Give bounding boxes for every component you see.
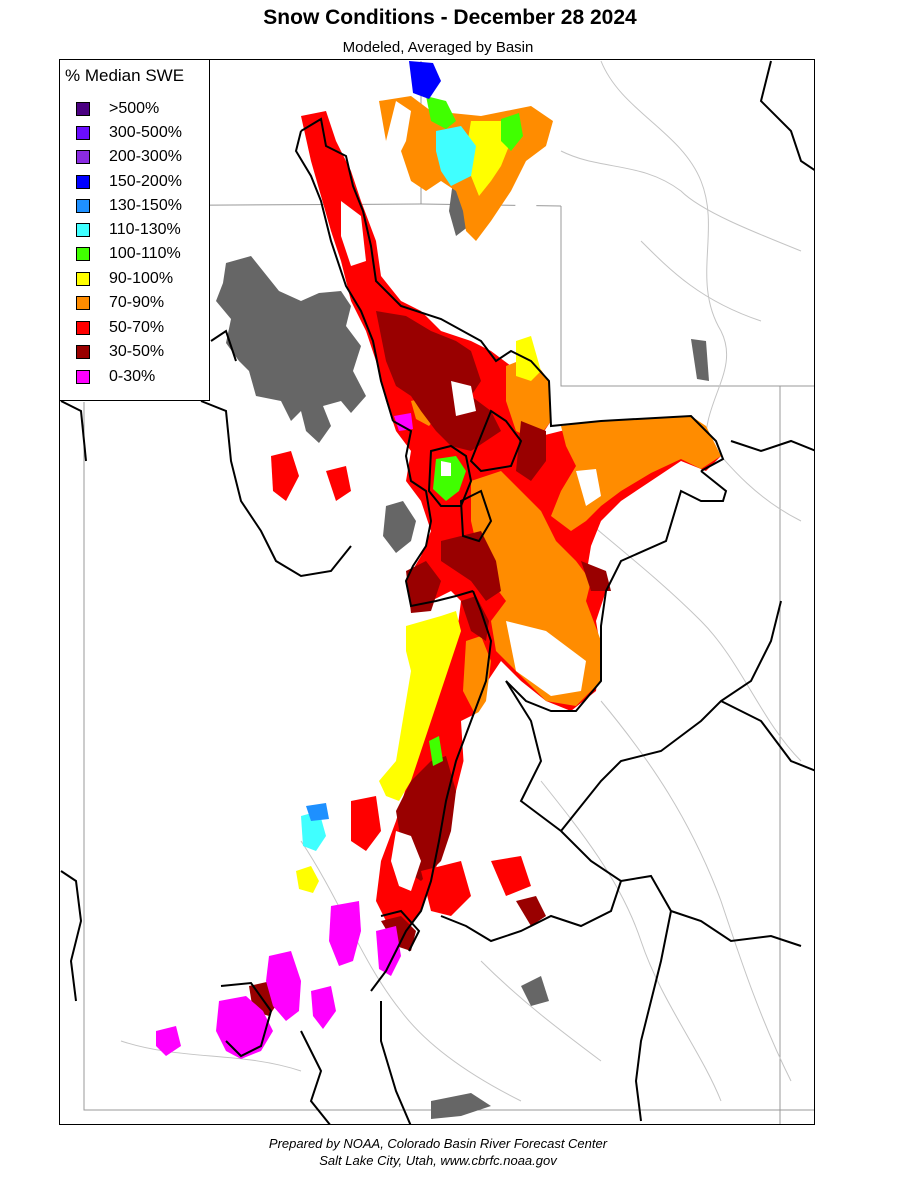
legend-item: 300-500%: [76, 122, 182, 144]
legend-label: 70-90%: [109, 294, 165, 311]
legend-swatch: [76, 370, 90, 384]
legend-label: 110-130%: [109, 221, 181, 238]
legend-item: 200-300%: [76, 146, 182, 168]
legend-item: 130-150%: [76, 195, 182, 217]
legend-label: 0-30%: [109, 368, 156, 385]
legend-swatch: [76, 345, 90, 359]
legend-item: 90-100%: [76, 268, 173, 290]
legend-label: 50-70%: [109, 319, 165, 336]
legend-item: 70-90%: [76, 292, 164, 314]
legend-swatch: [76, 247, 90, 261]
legend-item: 0-30%: [76, 366, 155, 388]
no-data-areas: [216, 179, 709, 1119]
legend-label: 300-500%: [109, 124, 182, 141]
legend-swatch: [76, 102, 90, 116]
legend-item: 100-110%: [76, 243, 181, 265]
legend-item: 150-200%: [76, 171, 182, 193]
legend-swatch: [76, 223, 90, 237]
legend-item: 50-70%: [76, 317, 164, 339]
legend-item: 30-50%: [76, 341, 164, 363]
legend-item: 110-130%: [76, 219, 181, 241]
map-subtitle: Modeled, Averaged by Basin: [342, 39, 534, 56]
credit-line-1: Prepared by NOAA, Colorado Basin River F…: [268, 1136, 608, 1151]
legend-swatch: [76, 296, 90, 310]
legend: % Median SWE >500% 300-500% 200-300% 150…: [59, 59, 210, 401]
legend-swatch: [76, 272, 90, 286]
valley-gaps: [341, 101, 601, 891]
credit-line-2: Salt Lake City, Utah, www.cbrfc.noaa.gov: [319, 1153, 557, 1168]
snow-map-canvas: [60, 60, 814, 1124]
legend-swatch: [76, 150, 90, 164]
legend-swatch: [76, 175, 90, 189]
legend-label: 90-100%: [109, 270, 174, 287]
map-title: Snow Conditions - December 28 2024: [263, 6, 637, 29]
legend-item: >500%: [76, 98, 159, 120]
legend-label: 200-300%: [109, 148, 182, 165]
legend-swatch: [76, 126, 90, 140]
legend-swatch: [76, 199, 90, 213]
legend-swatch: [76, 321, 90, 335]
snow-map: [59, 59, 815, 1125]
legend-label: 30-50%: [109, 343, 165, 360]
legend-label: >500%: [109, 100, 160, 117]
swe-regions: [156, 61, 721, 1059]
legend-title: % Median SWE: [65, 66, 185, 85]
basin-boundaries: [60, 60, 814, 1124]
legend-label: 100-110%: [109, 245, 181, 262]
legend-label: 150-200%: [109, 173, 182, 190]
legend-label: 130-150%: [109, 197, 182, 214]
